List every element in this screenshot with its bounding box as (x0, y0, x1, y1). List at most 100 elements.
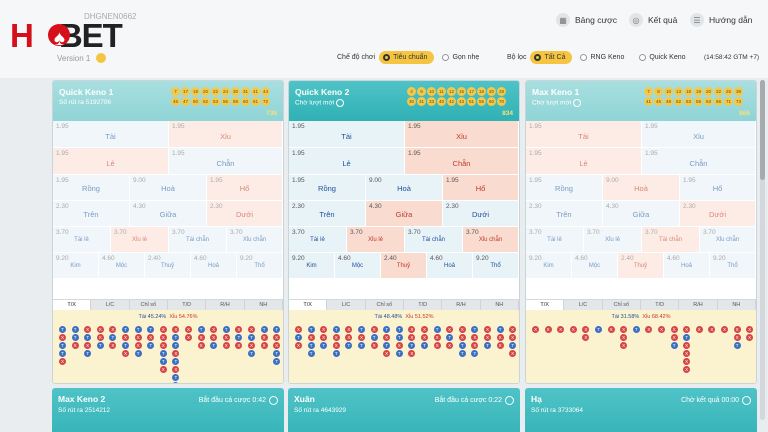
bet-option[interactable]: 1.95 Tài (526, 121, 642, 148)
stat-tab[interactable]: R/H (679, 300, 718, 310)
bet-option[interactable]: 4.60 Hoả (664, 253, 710, 279)
bet-option[interactable]: 1.95 Tài (289, 121, 405, 148)
bet-option[interactable]: 4.30 Giữa (130, 201, 207, 227)
bet-option[interactable]: 9.20 Thổ (710, 253, 756, 279)
bet-option[interactable]: 1.95 Xỉu (169, 121, 283, 148)
bet-option[interactable]: 2.30 Trên (526, 201, 603, 227)
bet-option[interactable]: 4.30 Giữa (603, 201, 680, 227)
bet-option[interactable]: 1.95 Hổ (207, 175, 283, 201)
bet-label: Tài (341, 132, 352, 141)
bet-option[interactable]: 3.70 Tài chẵn (169, 227, 227, 253)
road-bead: X (421, 334, 428, 341)
stat-tab[interactable]: T/D (404, 300, 443, 310)
result-ball: 48 (664, 97, 673, 106)
bet-option[interactable]: 2.30 Dưới (207, 201, 283, 227)
game-card[interactable]: Quick Keno 2 Chờ lượt mới 4 9 10 11 12 15 17 18 20… (288, 80, 520, 384)
bet-option[interactable]: 9.20 Kim (289, 253, 335, 279)
bet-option[interactable]: 4.60 Mộc (572, 253, 618, 279)
bet-option[interactable]: 1.95 Tài (53, 121, 169, 148)
mode-standard-radio[interactable]: Tiêu chuẩn (379, 51, 435, 64)
bet-option[interactable]: 9.20 Thổ (473, 253, 519, 279)
mode-compact-radio[interactable]: Gọn nhẹ (438, 51, 486, 64)
bet-option[interactable]: 9.00 Hoà (366, 175, 443, 201)
game-card[interactable]: Max Keno 1 Chờ lượt mới 7 8 10 13 18 19 20 22 25 38… (525, 80, 757, 384)
stat-tab[interactable]: R/H (206, 300, 245, 310)
bet-option[interactable]: 9.20 Kim (53, 253, 99, 279)
bet-option[interactable]: 3.70 Xỉu chẵn (227, 227, 283, 253)
game-card-collapsed[interactable]: Max Keno 2 Số rút ra 2514212 Bắt đầu cá cư… (52, 388, 284, 432)
bet-option[interactable]: 2.30 Dưới (680, 201, 756, 227)
stat-tab[interactable]: Chỉ số (603, 300, 641, 310)
stat-tab[interactable]: Chỉ số (130, 300, 168, 310)
bet-label: Trên (556, 210, 572, 219)
bet-option[interactable]: 1.95 Lẻ (526, 148, 642, 175)
filter-rng-radio[interactable]: RNG Keno (576, 51, 631, 64)
game-card-collapsed[interactable]: Hạ Số rút ra 3733064 Chờ kết quả 00:00 (525, 388, 757, 432)
bet-option[interactable]: 4.60 Mộc (335, 253, 381, 279)
bet-option[interactable]: 2.40 Thuỷ (145, 253, 191, 279)
bet-option[interactable]: 9.00 Hoà (603, 175, 680, 201)
nav-guide[interactable]: ☰ Hướng dẫn (690, 13, 752, 27)
bet-option[interactable]: 2.40 Thuỷ (381, 253, 427, 279)
bet-option[interactable]: 3.70 Xỉu lẻ (347, 227, 405, 253)
bet-option[interactable]: 1.95 Hổ (680, 175, 756, 201)
bet-option[interactable]: 1.95 Xỉu (642, 121, 756, 148)
stat-tab[interactable]: L/C (564, 300, 603, 310)
bet-option[interactable]: 4.60 Hoả (427, 253, 473, 279)
bet-option[interactable]: 3.70 Xỉu chẵn (700, 227, 756, 253)
scrollbar-thumb[interactable] (760, 80, 765, 180)
bet-option[interactable]: 1.95 Rồng (289, 175, 366, 201)
stat-tab[interactable]: T/X (526, 300, 565, 310)
stat-tab[interactable]: T/D (168, 300, 207, 310)
bet-option[interactable]: 3.70 Tài chẵn (642, 227, 700, 253)
bet-option[interactable]: 4.60 Hoả (191, 253, 237, 279)
game-card-collapsed[interactable]: Xuân Số rút ra 4643929 Bắt đầu cá cược 0:2… (288, 388, 520, 432)
stat-tab[interactable]: NH (245, 300, 283, 310)
bet-option[interactable]: 3.70 Tài lẻ (526, 227, 584, 253)
stat-tab[interactable]: T/D (641, 300, 680, 310)
stat-tab[interactable]: NH (718, 300, 756, 310)
nav-bet-table[interactable]: ▦ Bảng cược (556, 13, 617, 27)
stat-tab[interactable]: T/X (289, 300, 328, 310)
stat-tab[interactable]: R/H (442, 300, 481, 310)
bet-option[interactable]: 1.95 Lẻ (289, 148, 405, 175)
bet-option[interactable]: 4.30 Giữa (366, 201, 443, 227)
bet-option[interactable]: 3.70 Xỉu lẻ (584, 227, 642, 253)
bet-option[interactable]: 2.30 Trên (289, 201, 366, 227)
bet-option[interactable]: 1.95 Chẵn (642, 148, 756, 175)
road-bead: T (408, 342, 416, 349)
bet-option[interactable]: 2.40 Thuỷ (618, 253, 664, 279)
bet-option[interactable]: 2.30 Trên (53, 201, 130, 227)
bet-option[interactable]: 3.70 Tài lẻ (53, 227, 111, 253)
bet-option[interactable]: 3.70 Tài lẻ (289, 227, 347, 253)
filter-all-radio[interactable]: Tất Cả (530, 51, 573, 64)
bet-option[interactable]: 1.95 Chẵn (405, 148, 519, 175)
bet-option[interactable]: 2.30 Dưới (443, 201, 519, 227)
bet-option[interactable]: 9.20 Thổ (237, 253, 283, 279)
stat-tab[interactable]: L/C (327, 300, 366, 310)
game-card[interactable]: Quick Keno 1 Số rút ra 5192706 7 17 18 20 22 24… (52, 80, 284, 384)
stat-tab[interactable]: Chỉ số (366, 300, 404, 310)
odds: 1.95 (529, 123, 542, 130)
bet-option[interactable]: 1.95 Hổ (443, 175, 519, 201)
scrollbar[interactable] (760, 80, 765, 420)
bet-option[interactable]: 4.60 Mộc (99, 253, 145, 279)
bet-option[interactable]: 9.00 Hoà (130, 175, 207, 201)
hdbet-logo[interactable]: H BET (10, 16, 123, 59)
bet-option[interactable]: 3.70 Xỉu chẵn (463, 227, 519, 253)
bet-option[interactable]: 1.95 Chẵn (169, 148, 283, 175)
bet-option[interactable]: 1.95 Rồng (526, 175, 603, 201)
bet-option[interactable]: 1.95 Rồng (53, 175, 130, 201)
stat-tab[interactable]: T/X (53, 300, 92, 310)
bet-option[interactable]: 3.70 Xỉu lẻ (111, 227, 169, 253)
nav-results[interactable]: ◎ Kết quả (629, 13, 677, 27)
bet-option[interactable]: 1.95 Xỉu (405, 121, 519, 148)
road-bead: T (295, 334, 302, 341)
version-info-icon[interactable] (96, 53, 106, 63)
bet-option[interactable]: 9.20 Kim (526, 253, 572, 279)
filter-quick-radio[interactable]: Quick Keno (635, 51, 692, 64)
stat-tab[interactable]: L/C (91, 300, 130, 310)
bet-option[interactable]: 1.95 Lẻ (53, 148, 169, 175)
stat-tab[interactable]: NH (481, 300, 519, 310)
bet-option[interactable]: 3.70 Tài chẵn (405, 227, 463, 253)
